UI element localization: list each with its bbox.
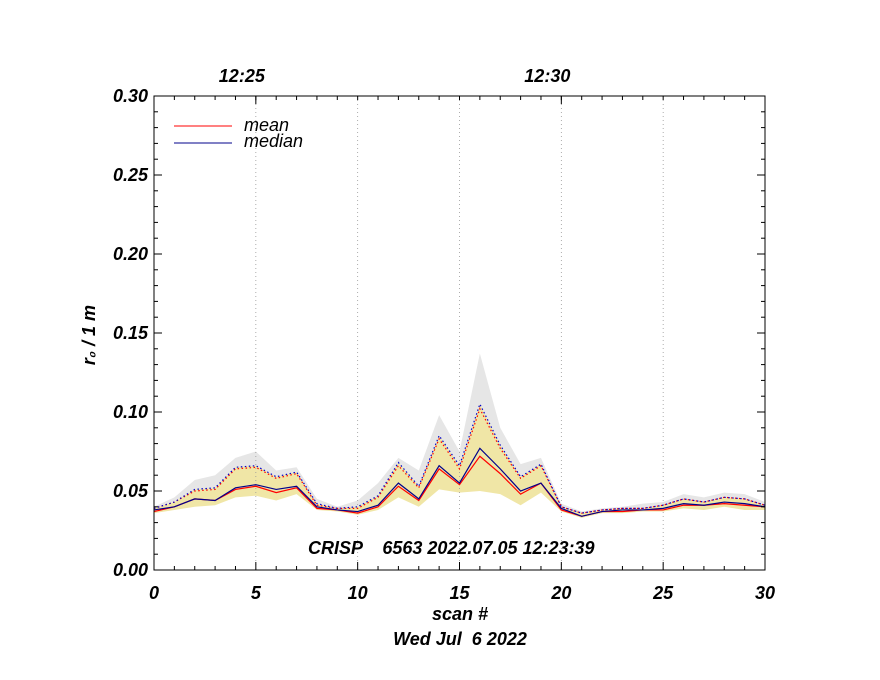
x-tick-label-15: 15 (449, 583, 470, 603)
x-axis-title: scan # (432, 604, 488, 624)
grid-layer (255, 96, 664, 570)
x-tick-label-10: 10 (348, 583, 368, 603)
legend-label-median: median (244, 131, 303, 151)
y-tick-label-6: 0.30 (113, 86, 148, 106)
x-tick-label-30: 30 (755, 583, 775, 603)
top-tick-label: 12:25 (219, 66, 266, 86)
series-line-3 (153, 407, 766, 514)
y-axis-title: r₀ / 1 m (79, 305, 99, 365)
y-tick-label-4: 0.20 (113, 244, 148, 264)
legend: mean median (174, 115, 303, 151)
lines-layer (153, 402, 766, 517)
y-tick-label-2: 0.10 (113, 402, 148, 422)
y-tick-label-5: 0.25 (113, 165, 149, 185)
y-tick-label-1: 0.05 (113, 481, 149, 501)
top-tick-label: 12:30 (524, 66, 570, 86)
series-line-0 (153, 455, 766, 517)
y-tick-label-0: 0.00 (113, 560, 148, 580)
x-tick-label-25: 25 (652, 583, 674, 603)
series-line-1 (153, 447, 766, 517)
x-tick-label-5: 5 (251, 583, 262, 603)
bands-layer (154, 353, 765, 518)
legend-label-mean: mean (244, 115, 289, 135)
ticks-layer: 0 5 10 15 20 25 30 12:25 12:30 0.00 0.05 0.10 0.15 0.… (113, 66, 775, 603)
x-tick-label-20: 20 (550, 583, 571, 603)
y-tick-label-3: 0.15 (113, 323, 149, 343)
series-line-2 (153, 402, 766, 514)
x-tick-label-0: 0 (149, 583, 159, 603)
chart-annotation: CRISP 6563 2022.07.05 12:23:39 (308, 538, 595, 558)
date-label: Wed Jul 6 2022 (393, 629, 527, 649)
